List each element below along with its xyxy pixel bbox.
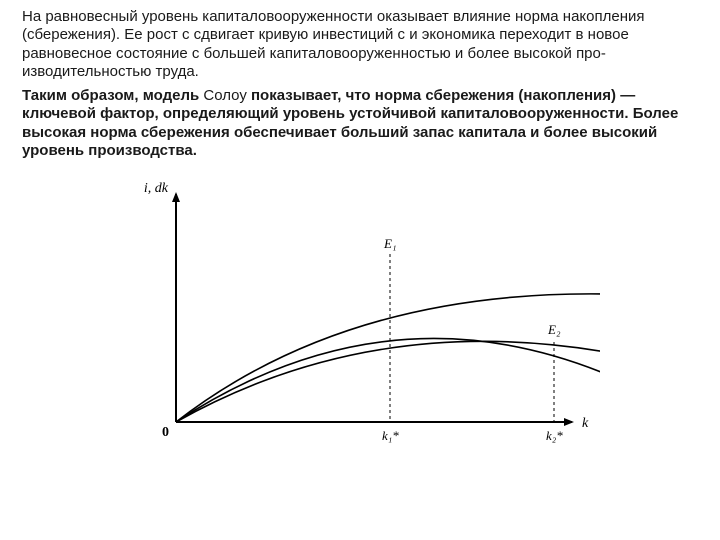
svg-text:E₂: E₂ <box>547 322 561 337</box>
svg-text:0: 0 <box>162 425 169 440</box>
svg-text:k₂*: k₂* <box>546 428 563 443</box>
p2-prefix: Таким образом, модель <box>22 87 203 104</box>
svg-text:k: k <box>582 416 589 431</box>
solow-chart: E₁E₂k₁*k₂*dks₂f(k)s₁f(k)i, dkk0 <box>120 176 600 456</box>
chart-container: E₁E₂k₁*k₂*dks₂f(k)s₁f(k)i, dkk0 <box>22 176 698 456</box>
svg-text:k₁*: k₁* <box>382 428 399 443</box>
document-page: На равновесный уровень капиталовооруженн… <box>0 0 720 456</box>
paragraph-1: На равновесный уровень капиталовооруженн… <box>22 8 698 81</box>
svg-text:i, dk: i, dk <box>144 181 169 196</box>
svg-text:E₁: E₁ <box>383 236 396 251</box>
p2-mid: Солоу <box>203 87 251 104</box>
paragraph-2: Таким образом, модель Солоу показывает, … <box>22 87 698 160</box>
